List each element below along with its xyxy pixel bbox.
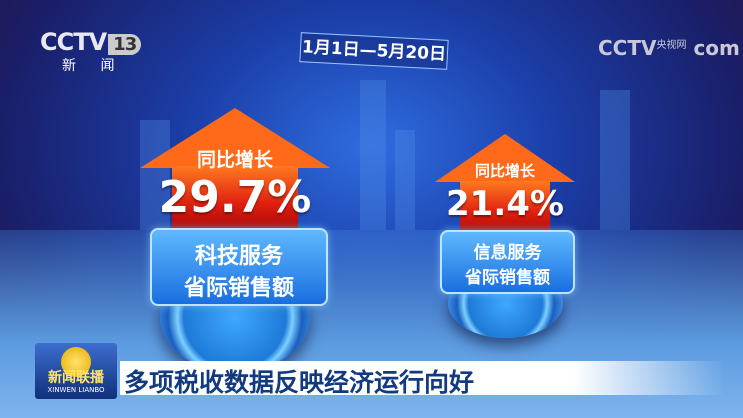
label-line: 科技服务 — [194, 244, 283, 269]
stat-caption: 同比增长 — [196, 149, 273, 171]
arrow-up-icon — [435, 134, 575, 182]
bg-building — [395, 130, 415, 230]
globe-icon — [61, 347, 91, 377]
stat-value: 21.4% — [446, 184, 564, 224]
stat-label: 科技服务 省际销售额 — [150, 228, 328, 306]
xinwen-lianbo-logo: 新闻联播 XINWEN LIANBO — [35, 343, 117, 399]
stat-value: 29.7% — [158, 172, 312, 223]
bg-building — [600, 90, 630, 230]
stat-caption: 同比增长 — [474, 162, 535, 180]
headline: 多项税收数据反映经济运行向好 — [124, 368, 475, 397]
cctv13-logo: CCTV 13 — [40, 28, 142, 56]
program-pinyin: XINWEN LIANBO — [47, 386, 105, 394]
stat-label: 信息服务 省际销售额 — [440, 230, 575, 294]
date-range: 1月1日—5月20日 — [299, 32, 449, 70]
bg-building — [360, 80, 386, 230]
arrow-body — [172, 166, 298, 228]
label-line: 信息服务 — [473, 243, 542, 263]
channel-name: 新 闻 — [62, 58, 125, 74]
arrow-body — [460, 181, 550, 233]
label-line: 省际销售额 — [465, 268, 550, 288]
label-line: 省际销售额 — [183, 276, 294, 301]
headline-bar: 多项税收数据反映经济运行向好 — [120, 361, 725, 397]
arrow-up-icon — [140, 108, 330, 168]
cctv-com-watermark: CCTV央视网 com — [598, 36, 740, 60]
program-name: 新闻联播 — [48, 370, 104, 386]
